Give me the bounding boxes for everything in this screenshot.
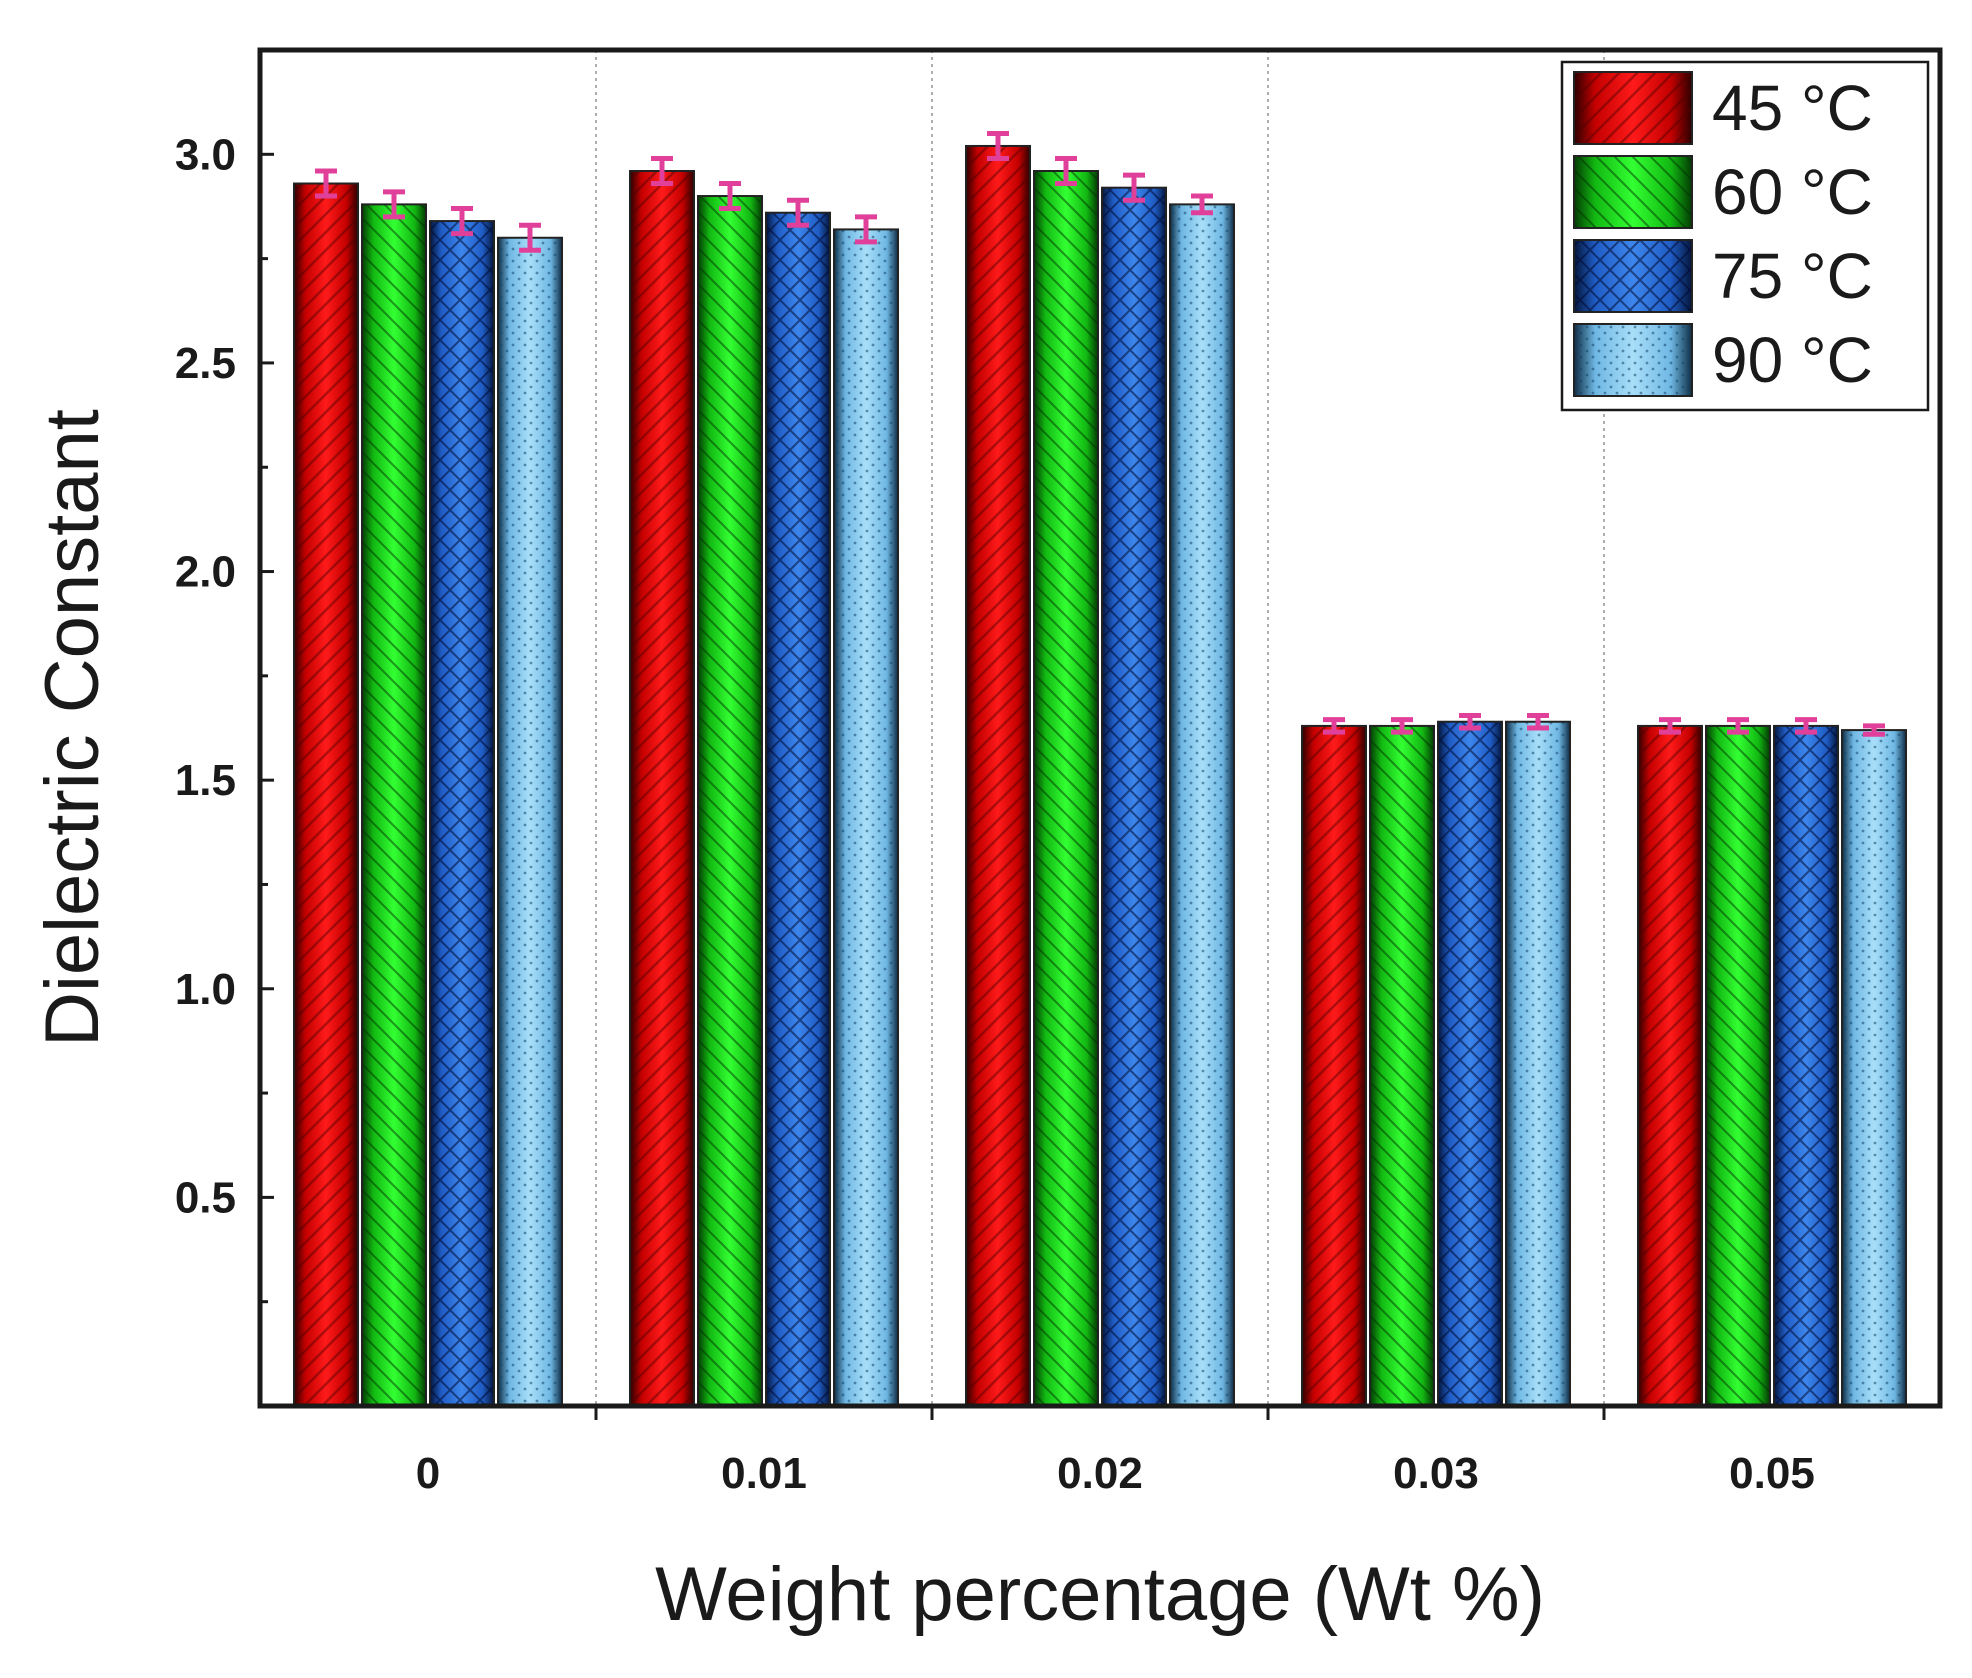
error-bars-layer bbox=[315, 130, 1885, 737]
legend-label: 60 °C bbox=[1712, 156, 1873, 228]
legend-item: 60 °C bbox=[1573, 155, 1873, 229]
bar-75Cc-0_02-pattern bbox=[1102, 187, 1166, 1406]
error-bar bbox=[451, 206, 473, 237]
error-bar bbox=[1123, 172, 1145, 203]
bar-45Cc-0-pattern bbox=[294, 183, 358, 1407]
bars-layer bbox=[293, 144, 1907, 1408]
bar-75Cc-0_01-pattern bbox=[766, 212, 830, 1407]
bar-90Cc-0_05-pattern bbox=[1842, 730, 1906, 1406]
bar-45Cc-0_02-pattern bbox=[966, 145, 1030, 1406]
bar-45Cc-0_03 bbox=[1301, 724, 1367, 1407]
bar-90Cc-0_03-pattern bbox=[1506, 721, 1570, 1406]
y-tick-label: 2.5 bbox=[175, 339, 236, 388]
legend: 45 °C 60 °C 75 °C 90 °C bbox=[1560, 60, 1930, 412]
bar-60Cc-0_01-pattern bbox=[698, 196, 762, 1406]
x-tick-label: 0.05 bbox=[1729, 1449, 1815, 1498]
bar-90Cc-0 bbox=[497, 236, 563, 1407]
error-bar bbox=[1459, 712, 1481, 731]
error-bar bbox=[1323, 717, 1345, 735]
bar-90Cc-0_02-pattern bbox=[1170, 204, 1234, 1407]
error-bar bbox=[315, 168, 337, 199]
legend-swatch-outline bbox=[1573, 239, 1693, 313]
error-bar bbox=[519, 222, 541, 253]
error-bar bbox=[1527, 712, 1549, 731]
y-tick-label: 1.5 bbox=[175, 756, 236, 805]
legend-label: 45 °C bbox=[1712, 72, 1873, 144]
legend-item: 45 °C bbox=[1573, 71, 1873, 145]
bar-45Cc-0_01-pattern bbox=[630, 170, 694, 1406]
error-bar bbox=[1795, 717, 1817, 735]
bar-45Cc-0_05 bbox=[1637, 724, 1703, 1407]
bar-60Cc-0 bbox=[361, 203, 427, 1408]
legend-swatch-pattern bbox=[1574, 240, 1692, 312]
y-tick-label: 3.0 bbox=[175, 130, 236, 179]
bar-90Cc-0_01-pattern bbox=[834, 229, 898, 1407]
y-axis-title: Dielectric Constant bbox=[30, 409, 115, 1047]
bar-45Cc-0 bbox=[293, 182, 359, 1408]
bar-45Cc-0_03-pattern bbox=[1302, 725, 1366, 1406]
bar-75Cc-0_03 bbox=[1437, 720, 1503, 1407]
bar-90Cc-0_02 bbox=[1169, 203, 1235, 1408]
error-bar bbox=[651, 155, 673, 187]
x-tick-label: 0.01 bbox=[721, 1449, 807, 1498]
bar-75Cc-0_05-pattern bbox=[1774, 725, 1838, 1406]
bar-90Cc-0_05 bbox=[1841, 729, 1907, 1407]
error-bar bbox=[1659, 717, 1681, 735]
bar-60Cc-0_03 bbox=[1369, 724, 1435, 1407]
legend-label: 75 °C bbox=[1712, 240, 1873, 312]
bar-60Cc-0_02-pattern bbox=[1034, 170, 1098, 1406]
legend-swatch-outline bbox=[1573, 71, 1693, 145]
y-tick-label: 0.5 bbox=[175, 1173, 236, 1222]
bar-45Cc-0_01 bbox=[629, 169, 695, 1407]
bar-75Cc-0_01 bbox=[765, 211, 831, 1408]
legend-label: 90 °C bbox=[1712, 324, 1873, 396]
bar-60Cc-0_05-pattern bbox=[1706, 725, 1770, 1406]
error-bar bbox=[719, 181, 741, 212]
error-bar bbox=[1727, 717, 1749, 735]
legend-swatch-pattern bbox=[1574, 156, 1692, 228]
x-tick-label: 0.02 bbox=[1057, 1449, 1143, 1498]
error-bar bbox=[855, 214, 877, 245]
bar-75Cc-0_05 bbox=[1773, 724, 1839, 1407]
legend-swatch-pattern bbox=[1574, 324, 1692, 396]
bar-75Cc-0-pattern bbox=[430, 221, 494, 1407]
legend-swatch-outline bbox=[1573, 323, 1693, 397]
error-bar bbox=[787, 197, 809, 228]
bar-60Cc-0_03-pattern bbox=[1370, 725, 1434, 1406]
bar-60Cc-0-pattern bbox=[362, 204, 426, 1407]
bar-45Cc-0_05-pattern bbox=[1638, 725, 1702, 1406]
x-tick-label: 0.03 bbox=[1393, 1449, 1479, 1498]
legend-swatch-pattern bbox=[1574, 72, 1692, 144]
y-axis-ticks: 0.5 1.0 1.5 2.0 2.5 3.0 bbox=[175, 130, 274, 1304]
bar-90Cc-0_01 bbox=[833, 228, 899, 1408]
bar-60Cc-0_02 bbox=[1033, 169, 1099, 1407]
error-bar bbox=[383, 189, 405, 220]
error-bar bbox=[1055, 155, 1077, 187]
legend-item: 75 °C bbox=[1573, 239, 1873, 313]
bar-75Cc-0_02 bbox=[1101, 186, 1167, 1407]
error-bar bbox=[987, 130, 1009, 161]
error-bar bbox=[1391, 717, 1413, 735]
bar-90Cc-0_03 bbox=[1505, 720, 1571, 1407]
legend-swatch-outline bbox=[1573, 155, 1693, 229]
error-bar bbox=[1191, 193, 1213, 216]
bar-45Cc-0_02 bbox=[965, 144, 1031, 1407]
error-bar bbox=[1863, 723, 1885, 737]
plot-frame bbox=[257, 47, 1943, 1409]
y-tick-label: 2.0 bbox=[175, 548, 236, 597]
x-axis-ticks: 0 0.01 0.02 0.03 0.05 bbox=[416, 1406, 1815, 1498]
y-tick-label: 1.0 bbox=[175, 965, 236, 1014]
legend-item: 90 °C bbox=[1573, 323, 1873, 397]
x-axis-title: Weight percentage (Wt %) bbox=[655, 1552, 1545, 1637]
bar-60Cc-0_01 bbox=[697, 195, 763, 1407]
bar-75Cc-0 bbox=[429, 220, 495, 1408]
x-tick-label: 0 bbox=[416, 1449, 440, 1498]
bar-60Cc-0_05 bbox=[1705, 724, 1771, 1407]
bar-90Cc-0-pattern bbox=[498, 237, 562, 1406]
bar-75Cc-0_03-pattern bbox=[1438, 721, 1502, 1406]
